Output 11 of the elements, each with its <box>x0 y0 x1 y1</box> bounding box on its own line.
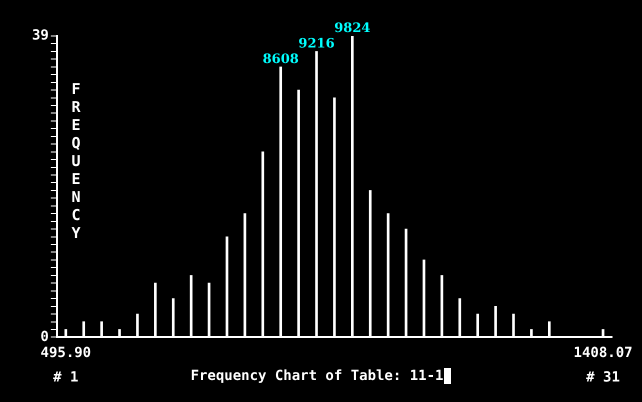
y-tick-label: 39 <box>32 28 49 44</box>
text: Frequency Chart of Table: 11-1 <box>190 368 444 384</box>
text: # 31 <box>586 370 620 386</box>
annotation: 8608 <box>262 52 299 67</box>
x-tick-label: 495.90 <box>40 345 92 362</box>
annotation: 9216 <box>298 36 335 52</box>
text: # 1 <box>53 370 78 386</box>
x-tick-label: 1408.07 <box>574 345 633 362</box>
text: 9824 <box>334 20 370 36</box>
y-axis-title: FREQUENCY <box>67 80 85 242</box>
y-tick-label: 0 <box>40 328 49 345</box>
